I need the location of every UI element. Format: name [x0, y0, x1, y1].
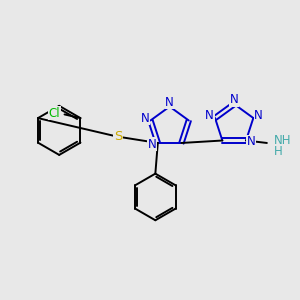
- Text: NH: NH: [274, 134, 291, 146]
- Text: Cl: Cl: [49, 107, 60, 120]
- Text: N: N: [247, 135, 256, 148]
- Text: N: N: [205, 109, 214, 122]
- Text: S: S: [114, 130, 122, 143]
- Text: H: H: [274, 145, 283, 158]
- Text: N: N: [230, 93, 239, 106]
- Text: N: N: [254, 109, 263, 122]
- Text: N: N: [165, 96, 174, 109]
- Text: N: N: [148, 138, 157, 151]
- Text: N: N: [141, 112, 149, 124]
